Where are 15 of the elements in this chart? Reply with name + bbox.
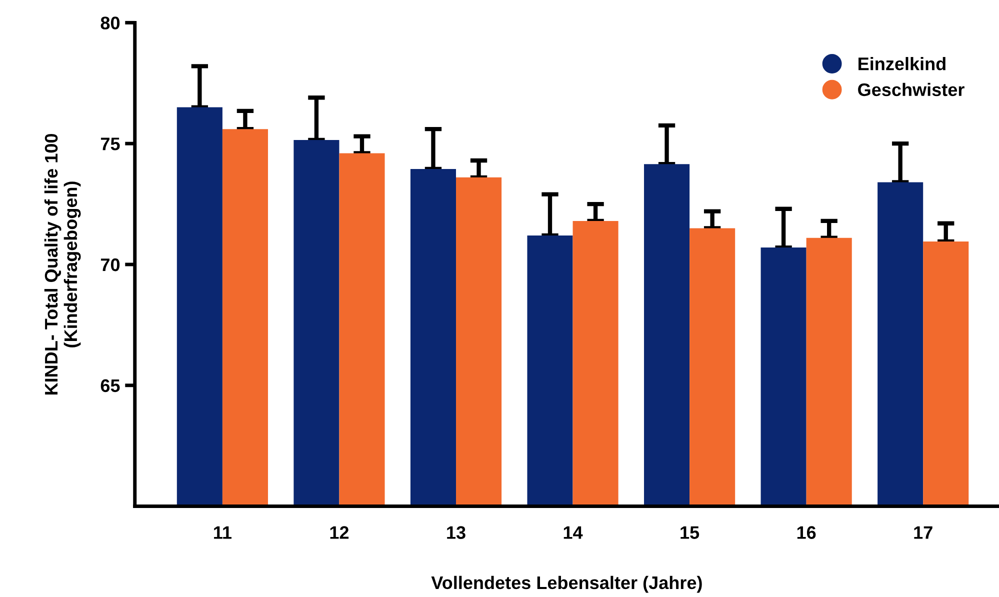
x-tick-label: 13: [447, 526, 466, 539]
x-tick-label: 11: [214, 526, 232, 539]
y-axis-title: KINDL- Total Quality of life 100 (Kinderfragebogen): [44, 134, 81, 395]
x-tick-label: 15: [680, 526, 700, 539]
x-tick-label: 14: [564, 526, 583, 539]
x-tick-label: 17: [914, 526, 932, 539]
x-axis-title: Vollendetes Lebensalter (Jahre): [431, 576, 702, 593]
x-tick-label: 16: [797, 526, 816, 539]
y-tick-label: 70: [100, 258, 120, 272]
y-tick-label: 75: [100, 138, 120, 150]
legend-label: Geschwister: [858, 82, 964, 96]
y-tick-label: 65: [100, 379, 120, 392]
legend-label: Einzelkind: [858, 56, 946, 70]
x-tick-label: 12: [330, 526, 349, 539]
y-tick-label: 80: [100, 16, 120, 30]
